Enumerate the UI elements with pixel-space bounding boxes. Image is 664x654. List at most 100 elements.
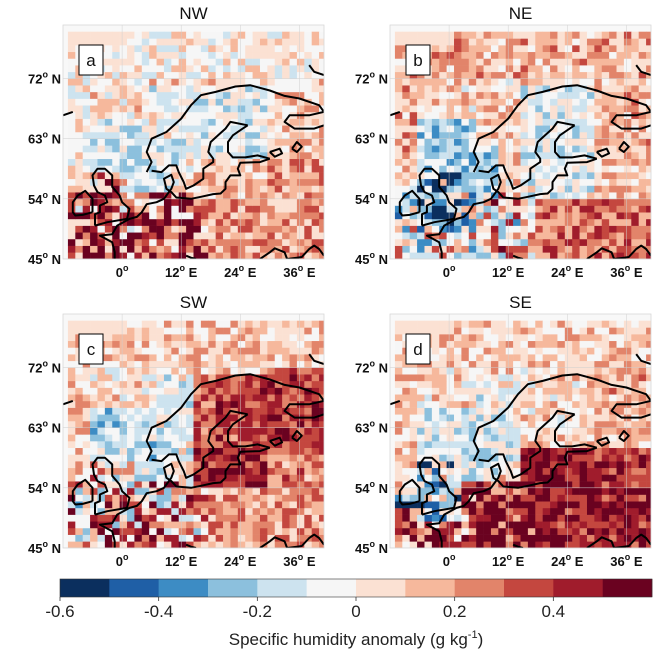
grid-cell <box>104 467 113 475</box>
grid-cell <box>609 447 617 455</box>
grid-cell <box>417 158 425 166</box>
grid-cell <box>594 374 603 382</box>
grid-cell <box>119 367 128 375</box>
grid-cell <box>156 85 165 93</box>
grid-cell <box>215 387 224 395</box>
grid-cell <box>490 172 499 180</box>
grid-cell <box>594 394 603 402</box>
grid-cell <box>304 138 312 146</box>
grid-cell <box>282 400 290 408</box>
grid-cell <box>282 427 290 435</box>
grid-cell <box>259 467 268 475</box>
grid-cell <box>215 58 224 66</box>
grid-cell <box>439 218 447 226</box>
grid-cell <box>141 481 150 489</box>
lat-tick-label: 45o N <box>28 539 61 556</box>
grid-cell <box>527 494 536 502</box>
grid-cell <box>468 507 477 515</box>
grid-cell <box>104 85 113 93</box>
grid-cell <box>513 474 521 482</box>
grid-cell <box>156 78 165 86</box>
colorbar-bin <box>356 579 406 597</box>
grid-cell <box>594 158 603 166</box>
grid-cell <box>215 354 224 362</box>
grid-cell <box>586 327 595 335</box>
grid-cell <box>498 441 507 449</box>
grid-cell <box>616 487 625 495</box>
grid-cell <box>134 367 143 375</box>
grid-cell <box>193 65 202 73</box>
grid-cell <box>193 91 202 99</box>
grid-cell <box>417 447 425 455</box>
grid-cell <box>208 514 216 522</box>
grid-cell <box>431 172 440 180</box>
grid-cell <box>289 394 298 402</box>
grid-cell <box>200 347 209 355</box>
grid-cell <box>601 45 610 53</box>
grid-cell <box>402 441 410 449</box>
grid-cell <box>208 474 216 482</box>
grid-cell <box>163 354 172 362</box>
grid-cell <box>638 441 647 449</box>
grid-cell <box>215 427 224 435</box>
grid-cell <box>417 145 425 153</box>
grid-cell <box>237 131 246 139</box>
grid-cell <box>550 205 558 213</box>
grid-cell <box>461 407 470 415</box>
grid-cell <box>193 38 202 46</box>
grid-cell <box>417 252 425 259</box>
grid-cell <box>542 152 551 160</box>
grid-cell <box>237 85 246 93</box>
grid-cell <box>572 360 580 368</box>
grid-cell <box>394 198 403 206</box>
grid-cell <box>446 98 455 106</box>
grid-cell <box>616 218 625 226</box>
grid-cell <box>631 145 639 153</box>
grid-cell <box>178 407 187 415</box>
grid-cell <box>259 145 268 153</box>
grid-cell <box>304 218 312 226</box>
grid-cell <box>186 541 194 548</box>
grid-cell <box>454 111 462 119</box>
grid-cell <box>550 494 558 502</box>
grid-cell <box>104 481 113 489</box>
grid-cell <box>623 245 632 253</box>
grid-cell <box>259 218 268 226</box>
grid-cell <box>274 131 283 139</box>
grid-cell <box>476 78 484 86</box>
grid-cell <box>119 514 128 522</box>
grid-cell <box>134 58 143 66</box>
grid-cell <box>156 501 165 509</box>
grid-cell <box>215 521 224 529</box>
grid-cell <box>409 454 418 462</box>
grid-cell <box>289 98 298 106</box>
grid-cell <box>208 65 216 73</box>
grid-cell <box>67 461 76 469</box>
grid-cell <box>156 58 165 66</box>
grid-cell <box>296 65 305 73</box>
grid-cell <box>535 414 543 422</box>
grid-cell <box>223 252 231 259</box>
grid-cell <box>483 71 492 79</box>
grid-cell <box>542 400 551 408</box>
grid-cell <box>319 192 324 200</box>
grid-cell <box>631 232 639 240</box>
grid-cell <box>490 534 499 542</box>
grid-cell <box>579 454 588 462</box>
grid-cell <box>171 487 180 495</box>
grid-cell <box>431 461 440 469</box>
grid-cell <box>535 541 543 548</box>
grid-cell <box>134 461 143 469</box>
grid-cell <box>215 205 224 213</box>
grid-cell <box>513 461 521 469</box>
grid-cell <box>104 145 113 153</box>
grid-cell <box>468 454 477 462</box>
grid-cell <box>223 420 231 428</box>
grid-cell <box>112 85 120 93</box>
grid-cell <box>245 334 253 342</box>
grid-cell <box>282 178 290 186</box>
grid-cell <box>454 172 462 180</box>
grid-cell <box>171 414 180 422</box>
grid-cell <box>215 71 224 79</box>
grid-cell <box>104 58 113 66</box>
